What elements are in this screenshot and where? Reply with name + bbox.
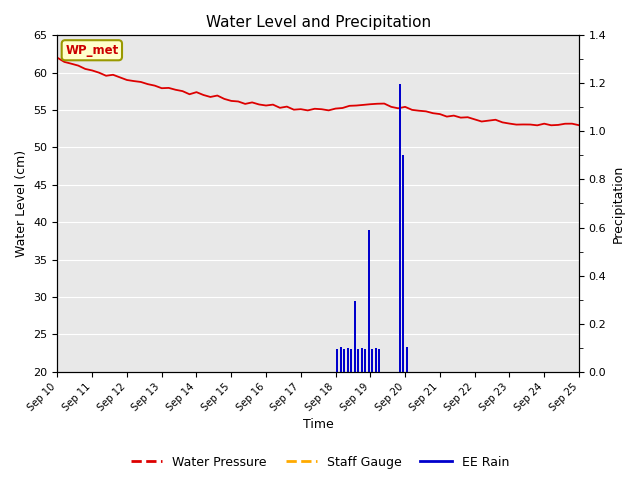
Text: WP_met: WP_met: [65, 44, 118, 57]
Bar: [367, 229, 370, 372]
Bar: [364, 349, 366, 372]
Bar: [378, 349, 380, 372]
Y-axis label: Water Level (cm): Water Level (cm): [15, 150, 28, 257]
Bar: [406, 347, 408, 372]
Title: Water Level and Precipitation: Water Level and Precipitation: [205, 15, 431, 30]
Bar: [336, 349, 339, 372]
Bar: [357, 349, 359, 372]
Bar: [340, 347, 342, 372]
Y-axis label: Precipitation: Precipitation: [612, 164, 625, 242]
Bar: [403, 155, 404, 372]
X-axis label: Time: Time: [303, 419, 333, 432]
Bar: [371, 349, 373, 372]
Bar: [347, 348, 349, 372]
Bar: [343, 349, 346, 372]
Bar: [354, 300, 356, 372]
Bar: [360, 348, 363, 372]
Bar: [399, 84, 401, 372]
Bar: [350, 349, 352, 372]
Bar: [374, 348, 376, 372]
Legend: Water Pressure, Staff Gauge, EE Rain: Water Pressure, Staff Gauge, EE Rain: [126, 451, 514, 474]
